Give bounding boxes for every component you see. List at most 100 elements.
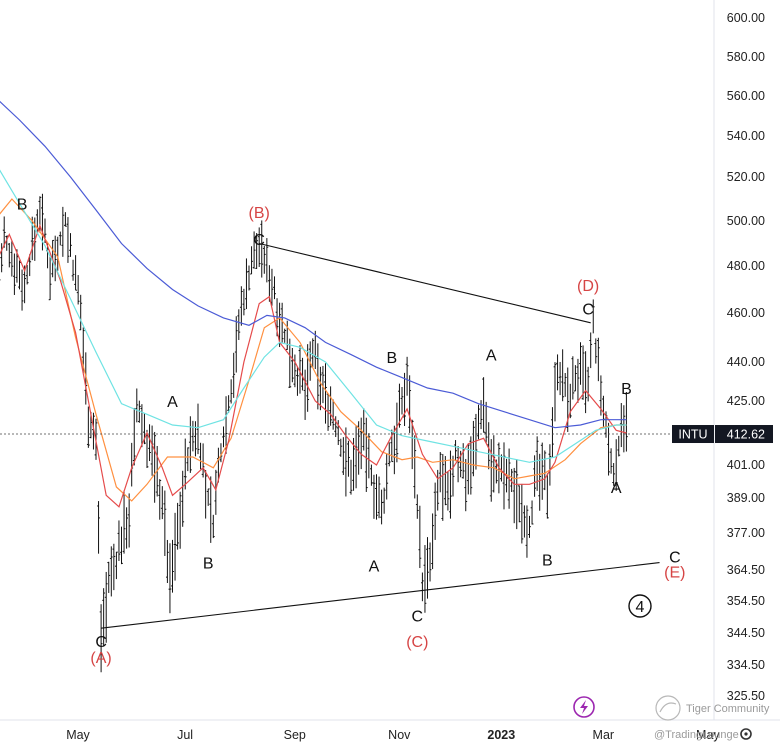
price-bar <box>168 543 172 614</box>
price-bar <box>500 454 503 482</box>
price-bar <box>614 439 618 491</box>
price-bar <box>153 431 157 503</box>
price-tick-label: 500.00 <box>727 214 765 228</box>
price-bar <box>186 447 190 472</box>
price-bar <box>163 490 167 556</box>
price-bar <box>25 264 29 285</box>
price-bar <box>245 258 248 310</box>
price-bar <box>543 450 547 491</box>
price-bar <box>589 332 593 369</box>
wave-label: (D) <box>577 278 599 295</box>
price-bar <box>237 309 241 340</box>
price-axis[interactable]: 600.00 580.00 560.00 540.00 520.00 500.00 480.… <box>727 11 765 703</box>
price-bar <box>523 505 526 538</box>
price-bar <box>344 427 348 497</box>
price-bar <box>622 405 626 453</box>
price-tick-label: 364.50 <box>727 563 765 577</box>
price-bar <box>28 254 32 277</box>
lightning-icon[interactable] <box>573 696 595 718</box>
price-bar <box>400 387 404 415</box>
price-bar <box>79 294 83 331</box>
price-bar <box>298 345 302 394</box>
price-bar <box>436 469 440 511</box>
price-bar <box>530 500 534 525</box>
wave-4-circle: 4 <box>628 594 652 618</box>
price-bar <box>395 402 399 463</box>
price-tick-label: 377.00 <box>727 526 765 540</box>
price-bar <box>166 539 169 583</box>
price-bar <box>563 372 567 397</box>
wave-label: C <box>412 608 424 625</box>
price-bar <box>321 365 325 404</box>
price-bar <box>545 473 549 519</box>
price-tick-label: 540.00 <box>727 129 765 143</box>
price-bar <box>466 444 470 495</box>
price-bar <box>273 276 276 300</box>
price-bar <box>339 438 343 457</box>
price-bar <box>538 453 542 511</box>
price-bar <box>474 413 478 470</box>
price-bar <box>234 316 238 373</box>
price-bar <box>74 255 77 291</box>
price-bar <box>283 328 287 343</box>
price-bar <box>255 233 259 269</box>
price-bar <box>140 404 144 448</box>
watermark: Tiger Community @TradingLounge <box>654 695 770 741</box>
price-bar <box>352 437 355 491</box>
wave-label: C <box>253 232 265 249</box>
price-bar <box>319 366 322 411</box>
price-bar <box>280 302 284 343</box>
price-bar <box>421 572 424 602</box>
price-bar <box>405 356 409 396</box>
price-bar <box>2 216 6 248</box>
price-tick-label: 325.50 <box>727 689 765 703</box>
price-tick-label: 334.50 <box>727 658 765 672</box>
price-bar <box>431 513 434 570</box>
price-bar <box>382 487 386 514</box>
wave-label: B <box>386 350 397 367</box>
price-bar <box>609 448 613 474</box>
price-bar <box>316 343 320 410</box>
price-bar <box>377 476 381 519</box>
price-bar <box>612 463 616 486</box>
time-axis[interactable]: May Jul Sep Nov 2023 Mar May <box>66 728 720 742</box>
wave-label: B <box>621 381 632 398</box>
moving-averages <box>0 100 627 508</box>
price-bar <box>13 253 16 295</box>
time-tick-label: Sep <box>284 728 306 742</box>
wave-label: A <box>611 480 622 497</box>
price-bar <box>132 407 136 466</box>
wave-label: C <box>95 634 107 651</box>
price-bar <box>183 438 187 490</box>
price-bar <box>232 352 236 398</box>
settings-gear-icon[interactable] <box>740 728 752 740</box>
price-bar <box>520 483 524 544</box>
wave-label: B <box>542 553 553 570</box>
price-bar <box>362 408 366 451</box>
wave-label: A <box>369 559 380 576</box>
wave-label: A <box>167 394 178 411</box>
price-bar <box>112 543 116 591</box>
price-bar <box>556 354 559 391</box>
wave-label: (B) <box>249 205 270 222</box>
price-bar <box>446 471 450 511</box>
wave-label: A <box>486 348 497 365</box>
price-bar <box>464 458 468 512</box>
price-bar <box>20 269 24 311</box>
price-bar <box>209 476 213 543</box>
price-tick-label: 344.50 <box>727 626 765 640</box>
price-bar <box>56 236 60 271</box>
price-bar <box>262 245 266 274</box>
price-bar <box>115 551 118 580</box>
price-bar <box>625 391 628 452</box>
trendline <box>259 242 591 324</box>
price-bar <box>372 474 376 519</box>
price-bar <box>517 485 521 523</box>
last-price-label: 412.62 <box>727 428 765 442</box>
price-bar <box>574 365 577 392</box>
price-bar <box>222 426 225 448</box>
wave-4-label: 4 <box>636 599 645 616</box>
price-bar <box>260 220 264 278</box>
price-bar <box>364 417 368 492</box>
